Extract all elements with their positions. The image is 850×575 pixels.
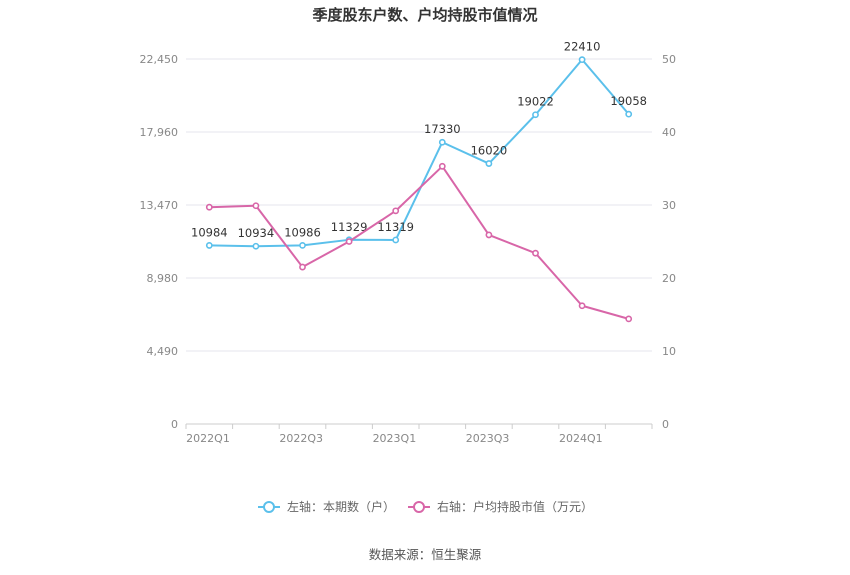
- x-axis-tick-label: 2024Q1: [559, 432, 603, 445]
- data-point: [485, 231, 493, 239]
- data-point: [578, 56, 586, 64]
- series-line: [209, 165, 629, 320]
- data-label: 17330: [424, 122, 461, 136]
- data-label: 19022: [517, 95, 554, 109]
- left-axis-tick-label: 8,980: [147, 272, 179, 285]
- legend[interactable]: 左轴：本期数（户） 右轴：户均持股市值（万元）: [258, 499, 593, 514]
- left-axis-tick-label: 4,490: [147, 345, 179, 358]
- data-point: [205, 203, 213, 211]
- left-axis-tick-label: 22,450: [140, 53, 179, 66]
- x-axis-tick-label: 2022Q1: [186, 432, 230, 445]
- x-axis-tick-label: 2023Q1: [373, 432, 417, 445]
- legend-item[interactable]: 左轴：本期数（户）: [258, 499, 395, 514]
- left-axis-tick-label: 13,470: [140, 199, 179, 212]
- data-point: [532, 111, 539, 119]
- data-point: [205, 242, 213, 249]
- source-note: 数据来源：恒生聚源: [369, 547, 482, 562]
- chart-title: 季度股东户数、户均持股市值情况: [312, 6, 537, 24]
- right-axis-tick-label: 40: [662, 126, 676, 139]
- data-label: 19058: [610, 94, 647, 108]
- data-point: [485, 160, 493, 167]
- data-label: 11319: [377, 220, 414, 234]
- data-label: 22410: [564, 40, 601, 54]
- data-point: [299, 263, 306, 271]
- legend-item[interactable]: 右轴：户均持股市值（万元）: [408, 499, 593, 514]
- data-point: [392, 207, 400, 215]
- right-axis-tick-label: 20: [662, 272, 676, 285]
- left-axis-tick-label: 17,960: [140, 126, 179, 139]
- x-axis-tick-label: 2023Q3: [466, 432, 510, 445]
- grid: [186, 58, 652, 352]
- legend-marker: [413, 501, 425, 513]
- legend-label: 右轴：户均持股市值（万元）: [437, 499, 593, 514]
- data-label: 10934: [238, 226, 275, 240]
- legend-label: 左轴：本期数（户）: [287, 499, 395, 514]
- legend-marker: [263, 501, 275, 513]
- data-point: [532, 249, 539, 257]
- data-label: 10986: [284, 225, 321, 239]
- data-point: [345, 238, 353, 245]
- right-axis-tick-label: 10: [662, 345, 676, 358]
- data-point: [625, 110, 633, 118]
- data-point: [578, 302, 586, 310]
- data-point: [392, 236, 400, 244]
- right-axis-tick-label: 0: [662, 418, 669, 431]
- data-point: [252, 242, 260, 250]
- data-point: [438, 162, 446, 170]
- data-point: [438, 138, 446, 146]
- x-axis-tick-label: 2022Q3: [279, 432, 323, 445]
- data-label: 10984: [191, 225, 228, 239]
- data-label: 16020: [471, 144, 508, 158]
- axes: 0 0 4,490 10 8,980 20 13,470 30 17,960 40 22,450 50…: [140, 53, 677, 445]
- left-axis-tick-label: 0: [171, 418, 178, 431]
- data-point: [252, 202, 260, 210]
- right-axis-tick-label: 30: [662, 199, 676, 212]
- series-line: [209, 58, 630, 248]
- data-point: [625, 315, 633, 323]
- series: 10984 10934 10986 11329 11319 17330 16020 19022…: [191, 40, 647, 323]
- data-label: 11329: [331, 220, 368, 234]
- data-point: [299, 241, 306, 249]
- right-axis-tick-label: 50: [662, 53, 676, 66]
